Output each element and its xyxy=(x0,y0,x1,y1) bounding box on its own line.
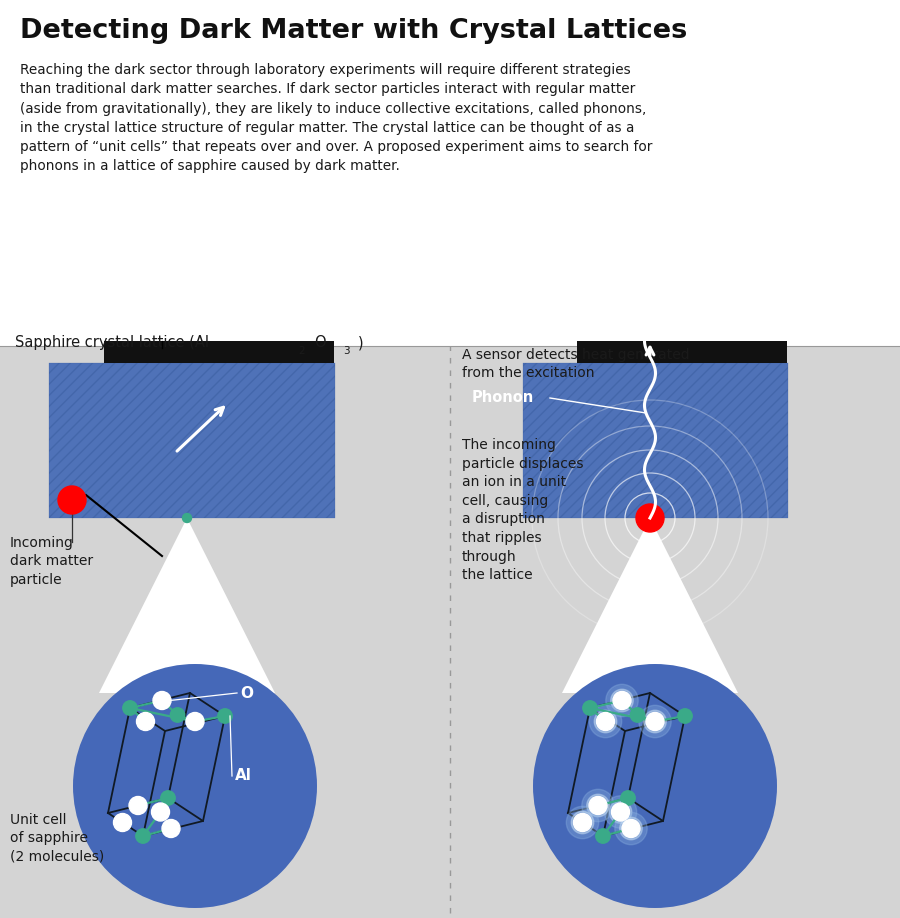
Circle shape xyxy=(620,817,643,840)
Circle shape xyxy=(58,486,86,514)
Circle shape xyxy=(186,712,204,731)
Text: Sapphire crystal lattice (Al: Sapphire crystal lattice (Al xyxy=(15,335,209,350)
Circle shape xyxy=(122,700,137,715)
Circle shape xyxy=(606,684,638,717)
Circle shape xyxy=(533,664,777,908)
Text: Al: Al xyxy=(235,768,252,783)
Circle shape xyxy=(162,820,180,837)
Circle shape xyxy=(611,803,629,821)
Circle shape xyxy=(594,711,616,733)
Polygon shape xyxy=(562,518,738,693)
Circle shape xyxy=(566,806,598,839)
Circle shape xyxy=(136,829,150,844)
Text: A sensor detects heat generated
from the excitation: A sensor detects heat generated from the… xyxy=(462,348,689,380)
Circle shape xyxy=(613,691,631,710)
Circle shape xyxy=(636,504,664,532)
Circle shape xyxy=(587,794,609,817)
Circle shape xyxy=(604,796,636,828)
Circle shape xyxy=(678,709,692,723)
Circle shape xyxy=(153,691,171,710)
Circle shape xyxy=(170,708,184,722)
FancyBboxPatch shape xyxy=(523,363,788,518)
Circle shape xyxy=(161,790,176,805)
Circle shape xyxy=(573,813,591,832)
Circle shape xyxy=(129,797,147,814)
FancyBboxPatch shape xyxy=(577,341,787,363)
Circle shape xyxy=(113,813,131,832)
Text: Unit cell
of sapphire
(2 molecules): Unit cell of sapphire (2 molecules) xyxy=(10,813,104,864)
Text: 2: 2 xyxy=(298,346,304,356)
Text: O: O xyxy=(240,686,253,700)
Circle shape xyxy=(581,789,614,822)
Circle shape xyxy=(572,812,594,834)
Text: O: O xyxy=(314,335,326,350)
Circle shape xyxy=(589,797,607,814)
Text: The incoming
particle displaces
an ion in a unit
cell, causing
a disruption
that: The incoming particle displaces an ion i… xyxy=(462,438,583,582)
Circle shape xyxy=(611,689,634,711)
Circle shape xyxy=(73,664,317,908)
Circle shape xyxy=(622,820,640,837)
Text: Reaching the dark sector through laboratory experiments will require different s: Reaching the dark sector through laborat… xyxy=(20,63,652,174)
Circle shape xyxy=(615,812,647,845)
Circle shape xyxy=(630,708,644,722)
Circle shape xyxy=(609,800,632,823)
Circle shape xyxy=(151,803,169,821)
Circle shape xyxy=(596,829,610,844)
Circle shape xyxy=(137,712,155,731)
FancyBboxPatch shape xyxy=(0,0,900,346)
Circle shape xyxy=(597,712,615,731)
Text: Incoming
dark matter
particle: Incoming dark matter particle xyxy=(10,536,93,587)
Text: ): ) xyxy=(358,335,364,350)
Circle shape xyxy=(644,711,666,733)
Circle shape xyxy=(646,712,664,731)
Circle shape xyxy=(621,790,635,805)
FancyBboxPatch shape xyxy=(50,363,335,518)
Text: Phonon: Phonon xyxy=(472,390,535,406)
Circle shape xyxy=(183,513,192,522)
Text: 3: 3 xyxy=(343,346,349,356)
Polygon shape xyxy=(99,518,275,693)
Circle shape xyxy=(639,705,671,738)
Circle shape xyxy=(583,700,598,715)
Circle shape xyxy=(218,709,232,723)
FancyBboxPatch shape xyxy=(104,341,334,363)
Text: Detecting Dark Matter with Crystal Lattices: Detecting Dark Matter with Crystal Latti… xyxy=(20,18,688,44)
Circle shape xyxy=(590,705,622,738)
